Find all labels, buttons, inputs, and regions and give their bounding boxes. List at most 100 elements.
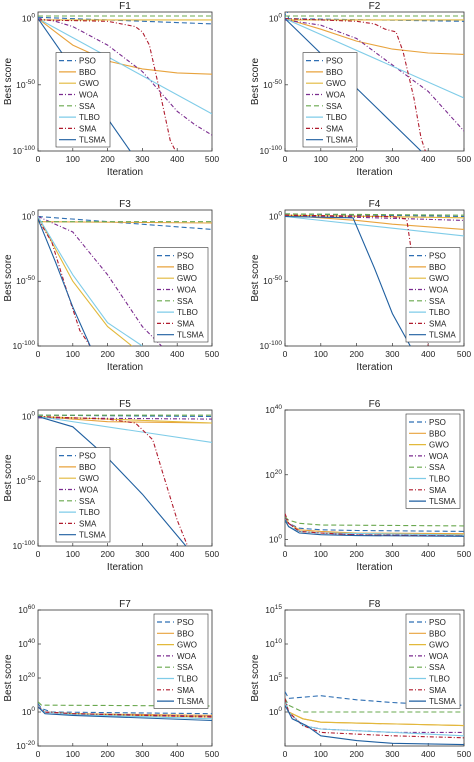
series-line-ssa — [285, 516, 464, 527]
x-tick-label: 100 — [66, 549, 80, 559]
legend-label-sma: SMA — [429, 319, 447, 328]
legend: PSO BBO GWO WOA SSA TLBO SMA TLSMA — [55, 447, 111, 543]
legend-label-tlbo: TLBO — [429, 675, 450, 684]
x-tick-label: 100 — [314, 154, 328, 164]
legend-label-bbo: BBO — [79, 68, 96, 77]
y-tick-label: 100 — [22, 210, 35, 221]
x-axis-label: Iteration — [107, 562, 143, 573]
legend-label-woa: WOA — [177, 652, 197, 661]
chart-title: F5 — [119, 399, 131, 410]
x-tick-label: 500 — [457, 749, 471, 759]
legend: PSO BBO GWO WOA SSA TLBO SMA TLSMA — [405, 413, 461, 509]
y-tick-label: 10-20 — [16, 740, 35, 751]
x-tick-label: 300 — [385, 349, 399, 359]
y-tick-label: 10-100 — [260, 340, 283, 351]
x-tick-label: 300 — [135, 154, 149, 164]
y-tick-label: 100 — [22, 706, 35, 717]
x-tick-label: 100 — [314, 349, 328, 359]
x-tick-label: 500 — [457, 154, 471, 164]
x-tick-label: 200 — [101, 549, 115, 559]
legend-box — [153, 613, 209, 709]
x-tick-label: 100 — [66, 154, 80, 164]
y-tick-label: 10-50 — [263, 275, 282, 286]
legend-label-gwo: GWO — [429, 641, 449, 650]
legend-label-tlsma: TLSMA — [177, 697, 204, 706]
series-line-ssa — [285, 698, 464, 713]
y-tick-label: 105 — [269, 672, 282, 683]
legend-label-tlbo: TLBO — [177, 675, 198, 684]
y-axis-label: Best score — [3, 654, 14, 702]
series-line-pso — [38, 703, 212, 715]
x-tick-label: 400 — [170, 154, 184, 164]
x-tick-label: 300 — [385, 749, 399, 759]
x-tick-label: 100 — [314, 549, 328, 559]
legend-label-sma: SMA — [177, 319, 195, 328]
y-tick-label: 10-50 — [16, 275, 35, 286]
x-tick-label: 400 — [421, 549, 435, 559]
series-group — [285, 12, 464, 151]
legend: PSO BBO GWO WOA SSA TLBO SMA TLSMA — [405, 613, 461, 709]
legend-label-ssa: SSA — [429, 297, 446, 306]
x-axis-label: Iteration — [356, 362, 392, 373]
legend-label-pso: PSO — [79, 452, 96, 461]
series-group — [38, 215, 212, 346]
chart-panel-f5: F5 0 100 200 300 400 500 Iteration 100 10-50 10-10… — [3, 399, 219, 573]
x-tick-label: 300 — [135, 749, 149, 759]
chart-panel-f4: F4 0 100 200 300 400 500 Iteration 100 10-50 10-10… — [250, 199, 471, 373]
x-tick-label: 0 — [283, 749, 288, 759]
chart-panel-f8: F80100200300400500Iteration1001051010101… — [250, 599, 471, 759]
series-line-bbo — [38, 415, 212, 424]
x-tick-label: 400 — [421, 349, 435, 359]
series-line-tlsma — [285, 215, 411, 346]
legend-label-ssa: SSA — [326, 102, 343, 111]
y-tick-label: 1015 — [265, 604, 282, 615]
legend-box — [405, 413, 461, 509]
legend-label-gwo: GWO — [429, 274, 449, 283]
x-axis-label: Iteration — [107, 167, 143, 178]
x-tick-label: 400 — [170, 549, 184, 559]
legend-label-pso: PSO — [326, 57, 343, 66]
series-line-tlbo — [38, 706, 212, 720]
chart-title: F6 — [369, 399, 381, 410]
legend-label-bbo: BBO — [429, 629, 446, 638]
legend: PSO BBO GWO WOA SSA TLBO SMA TLSMA — [55, 52, 111, 148]
legend-label-woa: WOA — [326, 91, 346, 100]
legend-label-gwo: GWO — [326, 79, 346, 88]
series-line-sma — [38, 19, 176, 151]
x-tick-label: 200 — [101, 154, 115, 164]
series-line-ssa — [38, 701, 212, 707]
chart-title: F8 — [369, 599, 381, 610]
legend-label-tlbo: TLBO — [79, 508, 100, 517]
y-tick-label: 100 — [269, 210, 282, 221]
x-tick-label: 200 — [101, 349, 115, 359]
x-tick-label: 200 — [350, 349, 364, 359]
x-tick-label: 200 — [350, 749, 364, 759]
legend-label-bbo: BBO — [177, 263, 194, 272]
x-tick-label: 300 — [385, 154, 399, 164]
x-tick-label: 0 — [283, 549, 288, 559]
series-line-tlbo — [38, 415, 212, 443]
legend-label-tlbo: TLBO — [326, 113, 347, 122]
y-tick-label: 100 — [22, 13, 35, 24]
legend-label-sma: SMA — [79, 519, 97, 528]
y-tick-label: 100 — [269, 706, 282, 717]
y-axis-label: Best score — [3, 454, 14, 502]
y-tick-label: 1040 — [265, 404, 282, 415]
chart-title: F2 — [369, 1, 381, 12]
series-line-woa — [285, 19, 464, 132]
legend: PSO BBO GWO WOA SSA TLBO SMA TLSMA — [405, 247, 461, 343]
series-line-tlbo — [38, 216, 143, 346]
x-tick-label: 100 — [314, 749, 328, 759]
x-tick-label: 500 — [457, 349, 471, 359]
y-tick-label: 1020 — [18, 672, 35, 683]
chart-panel-f1: F1 0 100 200 300 400 500 Iteration 100 10-50 10-10… — [3, 1, 219, 178]
series-group — [285, 513, 464, 537]
legend-label-pso: PSO — [177, 618, 194, 627]
legend-label-gwo: GWO — [79, 79, 99, 88]
x-tick-label: 300 — [385, 549, 399, 559]
x-axis-label: Iteration — [356, 167, 392, 178]
y-tick-label: 100 — [269, 534, 282, 545]
legend-label-pso: PSO — [79, 57, 96, 66]
legend-label-tlsma: TLSMA — [79, 531, 106, 540]
x-tick-label: 500 — [205, 349, 219, 359]
